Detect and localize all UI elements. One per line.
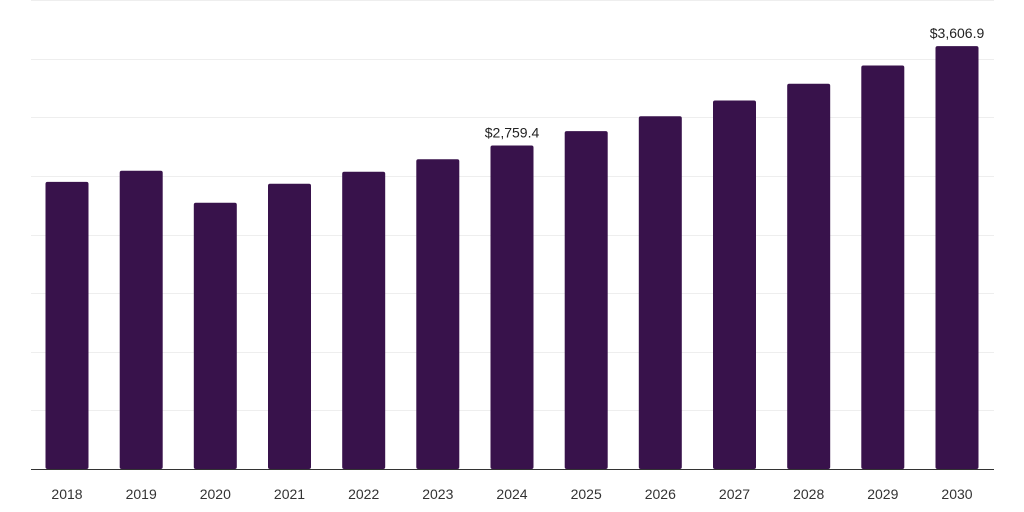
bar-2019[interactable] bbox=[119, 170, 163, 470]
bar-2025[interactable] bbox=[564, 131, 608, 469]
bar-2020[interactable] bbox=[193, 202, 237, 469]
data-labels: $2,759.4 $3,606.9 bbox=[485, 25, 985, 140]
bars bbox=[45, 46, 979, 470]
x-tick-label-2022: 2022 bbox=[348, 486, 379, 502]
bar-2028[interactable] bbox=[787, 83, 831, 469]
bar-2024[interactable] bbox=[490, 145, 534, 470]
bar-2026[interactable] bbox=[638, 116, 682, 470]
x-tick-label-2030: 2030 bbox=[941, 486, 972, 502]
data-label-2030: $3,606.9 bbox=[930, 25, 985, 41]
bar-2023[interactable] bbox=[416, 159, 460, 470]
bar-2021[interactable] bbox=[268, 183, 311, 470]
x-tick-label-2020: 2020 bbox=[200, 486, 231, 502]
x-axis-tick-labels: 2018 2019 2020 2021 2022 2023 2024 2025 2026 2027… bbox=[51, 486, 972, 502]
bar-2030[interactable] bbox=[935, 46, 979, 469]
bar-2027[interactable] bbox=[713, 100, 756, 470]
x-tick-label-2023: 2023 bbox=[422, 486, 453, 502]
x-tick-label-2026: 2026 bbox=[645, 486, 676, 502]
x-tick-label-2027: 2027 bbox=[719, 486, 750, 502]
bar-2022[interactable] bbox=[342, 171, 386, 470]
data-label-2024: $2,759.4 bbox=[485, 125, 540, 141]
x-tick-label-2025: 2025 bbox=[571, 486, 602, 502]
bar-2018[interactable] bbox=[45, 181, 89, 469]
x-tick-label-2021: 2021 bbox=[274, 486, 305, 502]
bar-2029[interactable] bbox=[861, 65, 905, 470]
x-tick-label-2029: 2029 bbox=[867, 486, 898, 502]
x-tick-label-2018: 2018 bbox=[51, 486, 82, 502]
x-tick-label-2019: 2019 bbox=[126, 486, 157, 502]
x-tick-label-2028: 2028 bbox=[793, 486, 824, 502]
x-tick-label-2024: 2024 bbox=[496, 486, 527, 502]
